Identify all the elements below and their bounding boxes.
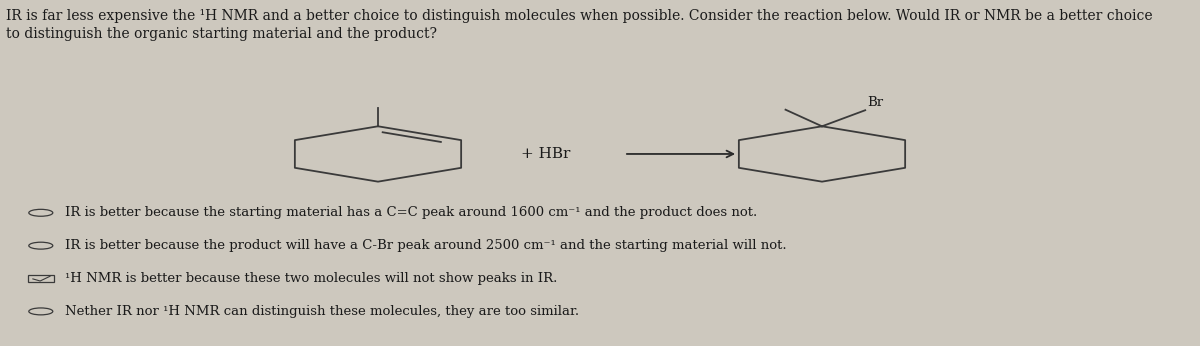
Text: IR is far less expensive the ¹H NMR and a better choice to distinguish molecules: IR is far less expensive the ¹H NMR and … (6, 9, 1153, 40)
Text: Br: Br (868, 96, 883, 109)
Text: + HBr: + HBr (521, 147, 571, 161)
Text: Nether IR nor ¹H NMR can distinguish these molecules, they are too similar.: Nether IR nor ¹H NMR can distinguish the… (65, 305, 578, 318)
Bar (28, 275, 54, 282)
Text: IR is better because the starting material has a C=C peak around 1600 cm⁻¹ and t: IR is better because the starting materi… (65, 206, 757, 219)
Text: ¹H NMR is better because these two molecules will not show peaks in IR.: ¹H NMR is better because these two molec… (65, 272, 557, 285)
Text: IR is better because the product will have a C-Br peak around 2500 cm⁻¹ and the : IR is better because the product will ha… (65, 239, 786, 252)
